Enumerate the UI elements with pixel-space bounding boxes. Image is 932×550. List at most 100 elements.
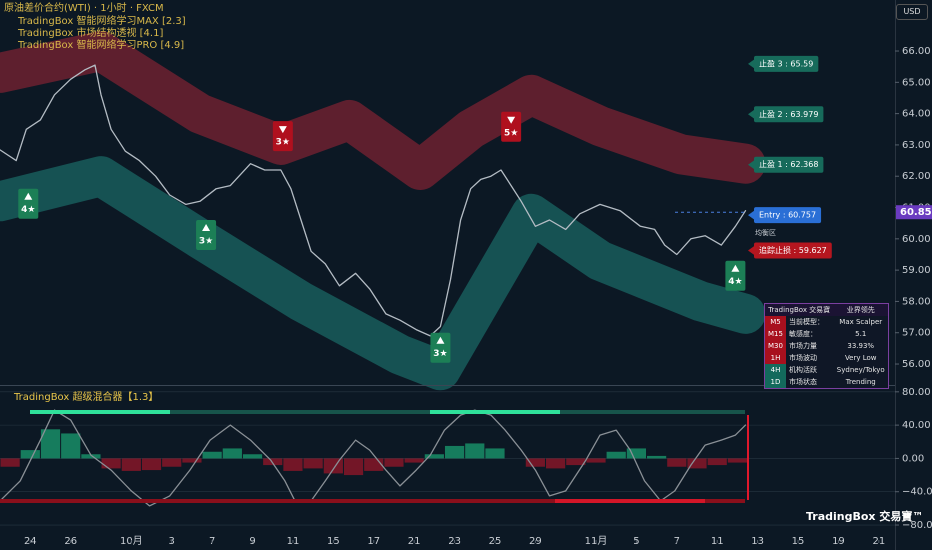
signal-box [18,188,39,219]
table-row: 1H 市场波动 Very Low [764,352,889,364]
momentum-bar [586,458,606,463]
indicator-label: TradingBox 智能网络学习MAX [2.3] [17,14,186,27]
momentum-bar [40,429,61,459]
zone-label: 均衡区 [755,228,776,237]
momentum-bar [303,458,323,469]
chart-title: 原油差价合约(WTI) · 1小时 · FXCM [4,1,164,14]
y-tick-label: 65.00 [902,77,931,88]
y-tick-label: 56.00 [902,359,931,370]
signal-box [196,220,217,251]
plot-layer [0,31,766,391]
level-pointer [748,159,755,170]
y-tick-label: 57.00 [902,328,931,339]
metric-value: Sydney/Tokyo [836,366,885,374]
momentum-bar [121,458,141,471]
signal-label: 4★ [728,277,742,287]
metric: 机构活跃 [788,366,817,374]
band [0,156,766,391]
momentum-bar [101,458,121,469]
level-box [754,207,822,224]
signal-box [430,332,451,363]
momentum-bar [283,458,303,471]
y-tick-label: 40.00 [902,420,931,431]
table-row: 4H 机构活跃 Sydney/Tokyo [764,364,889,376]
y-tick-label: 62.00 [902,171,931,182]
level-tag: 追踪止损 : 59.627 [748,242,832,259]
currency-button[interactable]: USD [896,4,928,20]
trend-strip [30,410,745,414]
momentum-bar [525,458,545,467]
level-tag: 止盈 3 : 65.59 [748,55,819,72]
table-header-cell: 业界领先 [833,303,889,316]
metric-value: Max Scalper [839,318,883,326]
metric: 市场状态 [788,378,817,386]
momentum-bar [485,448,505,459]
signal-label: 3★ [276,138,290,148]
band [0,31,766,190]
level-pointer [748,58,755,69]
table-row: M30 市场力量 33.93% [764,340,889,352]
momentum-bar [647,455,667,459]
indicator-label: TradingBox 智能网络学习PRO [4.9] [17,38,184,51]
momentum-bar [384,458,404,467]
table-row: 1D 市场状态 Trending [764,376,889,389]
momentum-bar [263,458,283,466]
momentum-bar [0,458,20,467]
momentum-bar [545,458,566,469]
level-box [754,156,824,173]
level-label: Entry : 60.757 [759,211,816,220]
momentum-bar [465,443,485,459]
momentum-bar [626,448,647,459]
timeframe: M5 [764,316,786,328]
metric: 敏感度： [788,330,817,338]
y-tick-label: 58.00 [902,296,931,307]
momentum-bar [687,458,707,469]
level-pointer [748,245,755,256]
metric: 当前模型： [788,318,824,326]
signal-label: 3★ [433,349,447,359]
momentum-bar [424,454,444,459]
last-price-label: 60.85 [900,207,932,218]
trend-strip [430,410,560,414]
metric-value: Trending [845,378,876,386]
momentum-bar [20,450,40,459]
level-tag: 止盈 2 : 63.979 [748,106,824,123]
momentum-bar [222,448,242,459]
level-pointer [748,210,755,221]
y-tick-label: −80.00 [902,520,932,531]
momentum-bar [202,451,222,459]
indicator-label: TradingBox 市场结构透视 [4.1] [17,26,163,39]
status-table: TradingBox 交易寶 业界领先 M5 当前模型： Max Scalper M1… [764,303,889,389]
y-tick-label: 66.00 [902,46,931,57]
momentum-bar [667,458,687,467]
level-pointer [748,109,755,120]
y-tick-label: 0.00 [902,453,924,464]
timeframe: M30 [764,340,786,352]
timeframe: 1H [764,352,786,364]
watermark: TradingBox 交易寶™ [806,509,923,523]
timeframe: 4H [764,364,786,376]
signal-label: 4★ [21,205,35,215]
metric-value: 5.1 [855,330,867,338]
momentum-bar [242,454,263,459]
timeframe: M15 [764,328,786,340]
level-box [754,106,824,123]
level-tag: Entry : 60.757 [748,207,822,224]
y-tick-label: −40.00 [902,487,932,498]
level-label: 止盈 3 : 65.59 [759,58,813,68]
signal-box [501,111,522,142]
y-tick-label: 80.00 [902,387,931,398]
y-tick-label: 63.00 [902,140,931,151]
signal-arrow [436,336,445,344]
table-header-cell: TradingBox 交易寶 [764,303,834,316]
signal-arrow [507,116,516,124]
trend-strip [30,410,170,414]
level-box [754,242,832,259]
trend-strip [555,499,705,503]
momentum-bar [707,458,727,466]
momentum-bar [364,458,384,471]
trend-strip [0,499,745,503]
level-label: 追踪止损 : 59.627 [759,245,827,255]
table-row: M5 当前模型： Max Scalper [764,316,889,328]
